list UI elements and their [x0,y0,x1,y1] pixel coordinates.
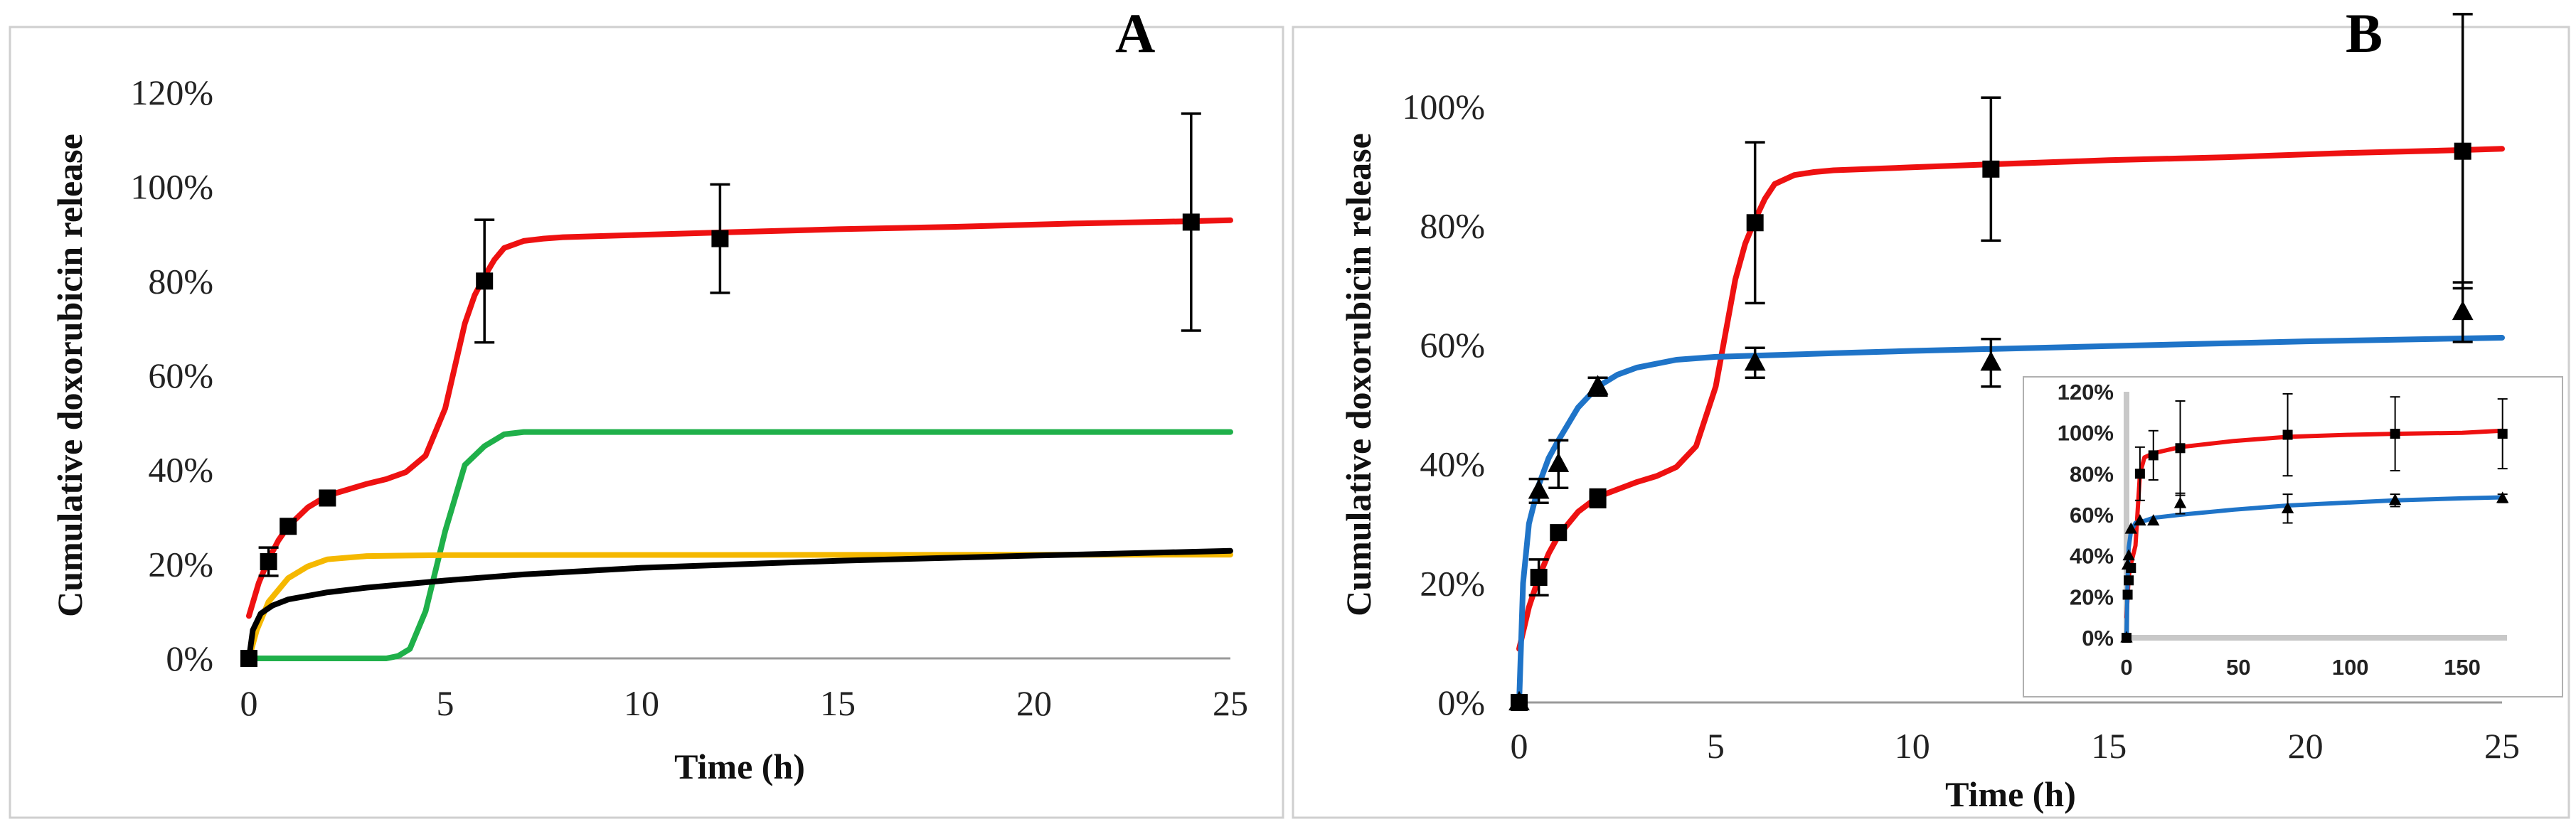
x-axis-title: Time (h) [674,747,805,786]
data-point-square [2497,429,2508,439]
panel-label-a: A [1115,2,1156,64]
y-tick-label: 60% [148,355,213,395]
data-point-triangle [2173,496,2187,508]
y-tick-label: 120% [2058,380,2114,405]
data-point-triangle [2122,549,2135,561]
y-tick-label: 60% [1420,325,1485,365]
data-point-triangle [1528,479,1550,499]
y-axis-title: Cumulative doxorubicin release [50,134,90,617]
y-axis-title: Cumulative doxorubicin release [1338,133,1378,616]
y-tick-label: 0% [1437,683,1485,722]
series-line-fit-black [246,547,1233,661]
x-tick-label: 0 [2120,655,2132,680]
y-tick-label: 80% [148,261,213,301]
series-line-fit-red [246,217,1233,619]
data-point-triangle [1508,690,1530,711]
x-tick-label: 25 [1213,683,1248,723]
y-tick-label: 60% [2070,503,2114,528]
x-tick-label: 25 [2484,726,2520,766]
data-point-square [260,553,277,571]
data-point-square [1530,568,1548,586]
data-point-triangle [2121,558,2134,570]
data-point-square [2282,429,2293,440]
y-tick-label: 40% [148,450,213,490]
data-point-triangle [2496,491,2509,503]
y-tick-label: 120% [130,73,213,112]
panel-b-chart: 0 5 10 15 20 25 0% 20% 40% 60% 80% 100% Time (h) Cumu… [1338,13,2520,814]
x-tick-label: 5 [437,683,454,723]
x-tick-label: 150 [2444,655,2481,680]
data-point-square [2122,589,2133,600]
panel-label-b: B [2346,2,2383,64]
data-point-triangle [1548,452,1570,472]
data-point-triangle [2120,631,2133,643]
data-point-triangle [1980,351,2002,371]
data-point-square [1589,488,1607,506]
x-tick-label: 100 [2332,655,2369,680]
series-line-fit-green [246,429,1233,661]
data-point-square [1550,524,1568,542]
y-tick-label: 20% [1420,563,1485,603]
data-point-triangle [2388,493,2402,506]
x-tick-label: 10 [1895,726,1930,766]
data-point-square [1982,160,2000,178]
data-point-triangle [2124,522,2137,534]
y-tick-label: 80% [2070,461,2114,486]
x-tick-label: 50 [2226,655,2250,680]
data-point-square [1182,213,1200,231]
y-tick-label: 40% [2070,544,2114,569]
data-point-triangle [2281,501,2294,513]
x-tick-label: 10 [624,683,659,723]
y-tick-label: 100% [1402,87,1485,127]
x-tick-label: 5 [1707,726,1725,766]
data-point-square [476,272,494,290]
panel-a-chart: 0 5 10 15 20 25 0% 20% 40% 60% 80% 100% 120% Time (h)… [50,73,1248,786]
y-tick-label: 100% [2058,421,2114,446]
data-point-triangle [2147,514,2160,526]
data-point-square [2390,429,2400,439]
x-tick-label: 15 [2091,726,2127,766]
data-point-square [319,489,336,507]
y-tick-label: 100% [130,167,213,207]
data-point-square [2124,575,2134,586]
x-tick-label: 0 [1511,726,1528,766]
y-tick-label: 40% [1420,444,1485,484]
panel-b-inset-chart: 0 50 100 150 0% 20% 40% 60% 80% 100% 120% [2023,376,2563,697]
data-point-square [280,518,297,535]
x-tick-label: 0 [240,683,258,723]
x-tick-label: 15 [820,683,856,723]
panel-a-frame [9,26,1284,819]
series-line-fit-red [1516,146,2505,652]
data-point-square [1746,214,1764,232]
data-point-square [2175,443,2186,454]
data-point-square [2148,450,2159,461]
series-line-fit-blue [2124,495,2505,640]
y-tick-label: 20% [2070,584,2114,609]
y-tick-label: 20% [148,544,213,584]
x-tick-label: 20 [1016,683,1052,723]
data-point-square [240,650,257,667]
data-point-triangle [1744,351,1766,371]
y-tick-label: 0% [166,638,213,678]
data-point-triangle [1587,375,1609,395]
y-tick-label: 80% [1420,205,1485,245]
data-point-triangle [2452,300,2474,321]
x-tick-label: 20 [2288,726,2324,766]
data-point-square [2454,142,2471,160]
data-point-square [2134,469,2145,479]
data-point-square [711,230,729,247]
series-line-fit-red [2124,428,2505,620]
x-axis-title: Time (h) [1945,774,2076,814]
y-tick-label: 0% [2082,626,2114,651]
data-point-triangle [2134,514,2146,526]
